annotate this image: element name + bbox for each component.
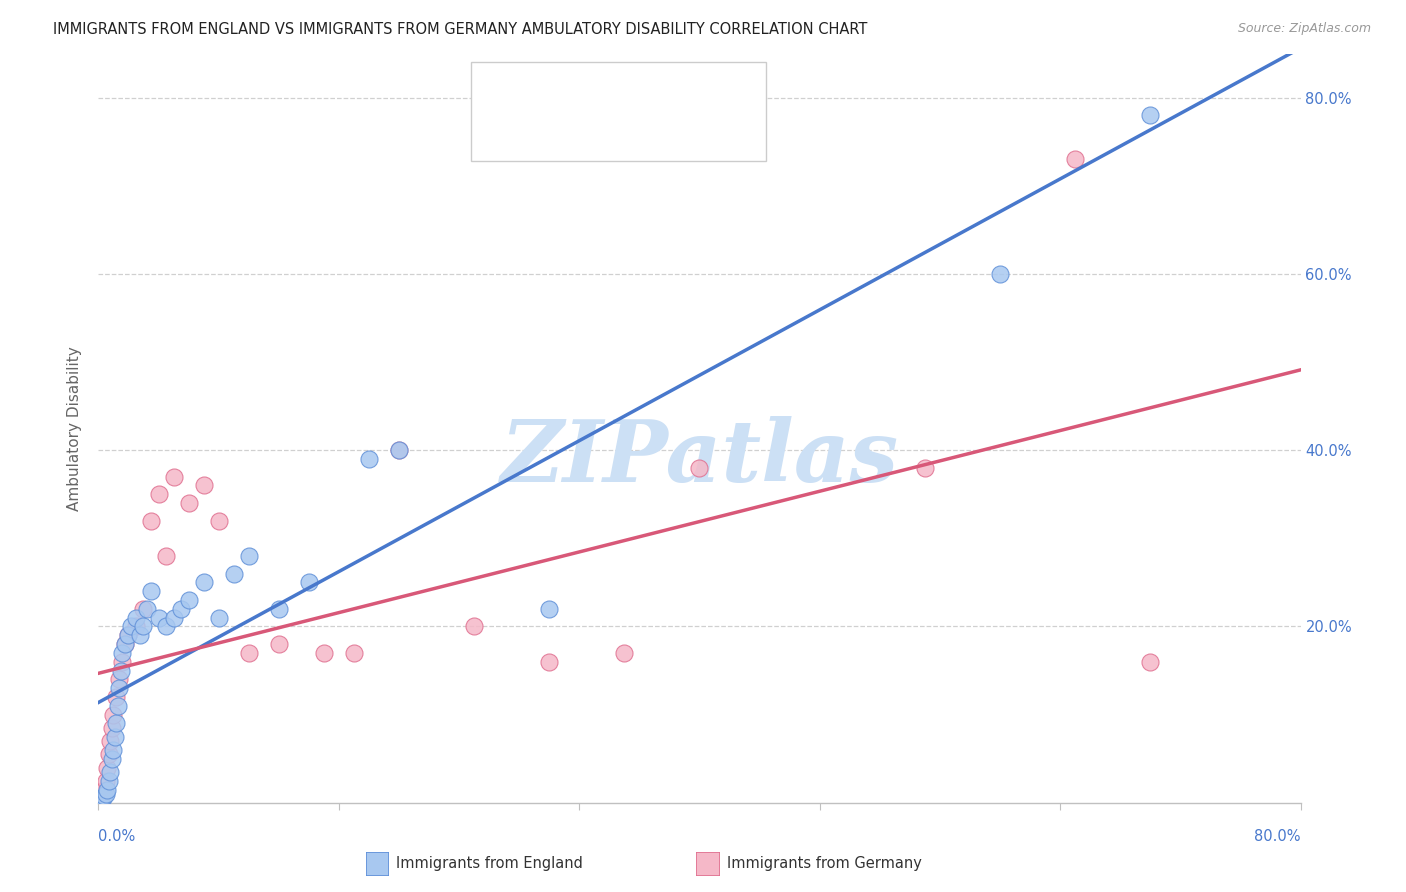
Point xyxy=(96,760,118,774)
Point xyxy=(105,690,128,704)
Point xyxy=(101,721,124,735)
Point xyxy=(89,793,111,807)
Point xyxy=(170,602,193,616)
Text: 0.0%: 0.0% xyxy=(98,830,135,844)
Point xyxy=(193,575,215,590)
Point xyxy=(148,610,170,624)
Point xyxy=(222,566,245,581)
Point xyxy=(463,619,485,633)
Text: R =: R = xyxy=(536,125,572,143)
Point xyxy=(114,637,136,651)
Point xyxy=(103,707,125,722)
Point xyxy=(343,646,366,660)
Point xyxy=(238,549,260,563)
Point xyxy=(94,787,117,801)
Text: 36: 36 xyxy=(689,125,713,143)
Point xyxy=(107,698,129,713)
Point xyxy=(121,619,143,633)
Point xyxy=(110,664,132,678)
Point xyxy=(162,469,184,483)
Point xyxy=(538,655,561,669)
Point xyxy=(132,602,155,616)
Text: IMMIGRANTS FROM ENGLAND VS IMMIGRANTS FROM GERMANY AMBULATORY DISABILITY CORRELA: IMMIGRANTS FROM ENGLAND VS IMMIGRANTS FR… xyxy=(53,22,868,37)
Point xyxy=(538,602,561,616)
Point xyxy=(155,619,177,633)
Point xyxy=(689,460,711,475)
Text: 40: 40 xyxy=(689,80,713,98)
Point xyxy=(267,602,290,616)
Point xyxy=(108,673,131,687)
Point xyxy=(101,752,124,766)
Point xyxy=(135,602,157,616)
Point xyxy=(613,646,636,660)
Point xyxy=(132,619,155,633)
Point xyxy=(208,610,231,624)
FancyBboxPatch shape xyxy=(471,62,766,161)
Point xyxy=(91,787,114,801)
Point xyxy=(94,773,117,788)
Point xyxy=(89,794,111,808)
Text: R =: R = xyxy=(536,80,572,98)
Point xyxy=(105,716,128,731)
Text: Immigrants from Germany: Immigrants from Germany xyxy=(727,856,922,871)
Point xyxy=(177,496,200,510)
Text: 0.950: 0.950 xyxy=(581,80,627,98)
Point xyxy=(90,792,112,806)
Text: Source: ZipAtlas.com: Source: ZipAtlas.com xyxy=(1237,22,1371,36)
Point xyxy=(208,514,231,528)
FancyBboxPatch shape xyxy=(486,118,524,149)
Point xyxy=(96,782,118,797)
Point xyxy=(298,575,321,590)
Point xyxy=(117,628,139,642)
Point xyxy=(104,730,127,744)
Text: N =: N = xyxy=(648,125,685,143)
Point xyxy=(125,619,148,633)
Point xyxy=(388,443,411,458)
Text: ZIPatlas: ZIPatlas xyxy=(501,417,898,500)
Point xyxy=(91,790,114,805)
Point xyxy=(177,593,200,607)
Point xyxy=(139,514,162,528)
Point xyxy=(97,773,120,788)
Point xyxy=(312,646,335,660)
Point xyxy=(193,478,215,492)
Point xyxy=(90,790,112,805)
Point xyxy=(988,267,1011,281)
Point xyxy=(388,443,411,458)
Point xyxy=(1064,153,1087,167)
Point xyxy=(117,628,139,642)
Point xyxy=(238,646,260,660)
Point xyxy=(93,789,115,803)
Text: Immigrants from England: Immigrants from England xyxy=(396,856,583,871)
FancyBboxPatch shape xyxy=(486,73,524,104)
Point xyxy=(100,764,122,779)
Point xyxy=(148,487,170,501)
Y-axis label: Ambulatory Disability: Ambulatory Disability xyxy=(67,346,83,510)
Point xyxy=(125,610,148,624)
Point xyxy=(103,743,125,757)
Text: N =: N = xyxy=(648,80,685,98)
Point xyxy=(1139,108,1161,122)
Point xyxy=(114,637,136,651)
Point xyxy=(93,782,115,797)
Point xyxy=(111,646,134,660)
FancyBboxPatch shape xyxy=(366,852,389,876)
Point xyxy=(267,637,290,651)
Point xyxy=(100,734,122,748)
Point xyxy=(162,610,184,624)
Point xyxy=(129,628,152,642)
Text: 80.0%: 80.0% xyxy=(1254,830,1301,844)
Point xyxy=(108,681,131,696)
Point xyxy=(357,452,380,467)
Point xyxy=(1139,655,1161,669)
Point xyxy=(914,460,936,475)
Point xyxy=(139,584,162,599)
Text: 0.835: 0.835 xyxy=(581,125,627,143)
Point xyxy=(111,655,134,669)
FancyBboxPatch shape xyxy=(696,852,720,876)
Point xyxy=(97,747,120,762)
Point xyxy=(155,549,177,563)
